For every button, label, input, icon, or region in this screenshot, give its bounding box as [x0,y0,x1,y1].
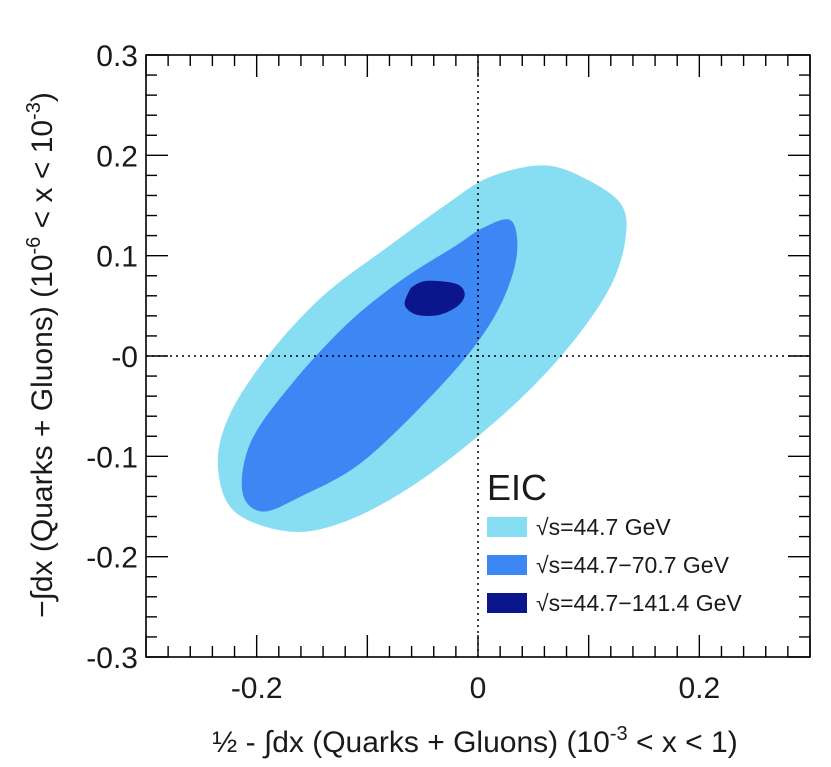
x-tick-label: 0 [470,672,487,705]
x-tick-label: 0.2 [678,672,720,705]
y-tick-label: -0 [111,341,138,374]
legend-swatch-3 [487,593,527,613]
y-axis-title: −∫dx (Quarks + Gluons) (10-6 < x < 10-3) [23,92,59,618]
y-axis-title-prefix: −∫dx (Quarks + Gluons) (10 [26,254,59,617]
x-axis-title-prefix: ½ - ∫dx (Quarks + Gluons) (10 [212,726,610,759]
y-tick-label: -0.1 [86,441,138,474]
legend-label-2: √s=44.7−70.7 GeV [536,552,730,578]
axis-ticks [145,54,811,658]
y-tick-label: 0.1 [96,241,138,274]
y-tick-label: -0.2 [86,542,138,575]
y-tick-label: 0.2 [96,140,138,173]
legend-swatch-2 [487,555,527,575]
contour-layer [217,165,627,532]
y-tick-label: 0.3 [96,40,138,73]
legend-title: EIC [487,467,547,508]
y-tick-label: -0.3 [86,642,138,675]
legend-swatch-1 [487,517,527,537]
x-axis-title: ½ - ∫dx (Quarks + Gluons) (10-3 < x < 1) [212,723,737,759]
legend-label-1: √s=44.7 GeV [536,514,671,540]
x-axis-title-suffix: < x < 1) [628,726,738,759]
tick-labels: -0.2 0 0.2 0.3 0.2 0.1 -0 -0.1 -0.2 -0.3 [86,40,720,705]
x-axis-title-sup: -3 [610,723,628,745]
y-axis-title-sup1: -6 [23,237,45,255]
y-axis-title-mid: < x < 10 [26,120,59,237]
contour-region-3 [404,280,465,317]
legend-label-3: √s=44.7−141.4 GeV [536,590,742,616]
y-axis-title-suffix: ) [26,92,59,102]
legend: EIC √s=44.7 GeV √s=44.7−70.7 GeV √s=44.7−1… [487,467,742,616]
x-tick-label: -0.2 [231,672,283,705]
y-axis-title-sup2: -3 [23,102,45,120]
reference-lines [146,55,810,657]
